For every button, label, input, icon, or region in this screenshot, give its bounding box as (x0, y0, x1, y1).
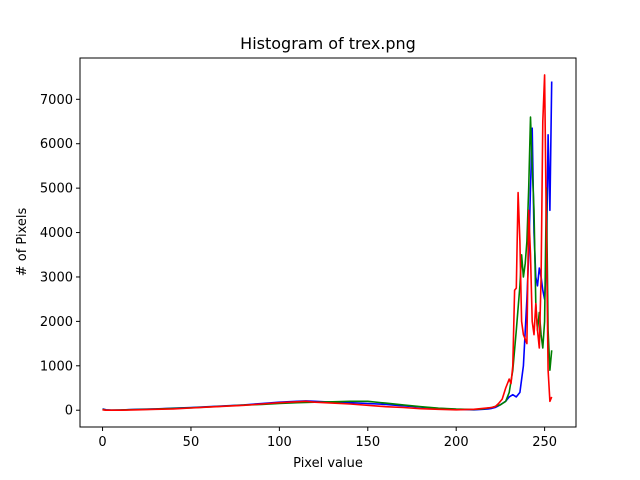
y-tick-label: 5000 (40, 182, 73, 197)
x-tick-label: 150 (355, 435, 380, 450)
y-axis-ticks: 0 1000 2000 3000 4000 5000 6000 7000 (40, 93, 80, 419)
x-tick-label: 50 (183, 435, 200, 450)
x-tick-label: 100 (267, 435, 292, 450)
x-axis-ticks: 0 50 100 150 200 250 (98, 427, 557, 450)
axes-frame (79, 57, 577, 428)
y-tick-label: 4000 (40, 226, 73, 241)
plot-lines (102, 74, 553, 412)
y-tick-label: 2000 (40, 315, 73, 330)
y-tick-label: 6000 (40, 137, 73, 152)
y-axis-label: # of Pixels (15, 208, 30, 277)
x-tick-label: 0 (98, 435, 106, 450)
y-tick-label: 7000 (40, 93, 73, 108)
y-tick-label: 3000 (40, 270, 73, 285)
x-axis-label: Pixel value (293, 456, 363, 471)
x-tick-label: 200 (444, 435, 469, 450)
y-tick-label: 1000 (40, 359, 73, 374)
y-tick-label: 0 (65, 404, 73, 419)
x-tick-label: 250 (532, 435, 557, 450)
chart-title: Histogram of trex.png (240, 34, 416, 53)
series-line-3 (102, 74, 553, 412)
